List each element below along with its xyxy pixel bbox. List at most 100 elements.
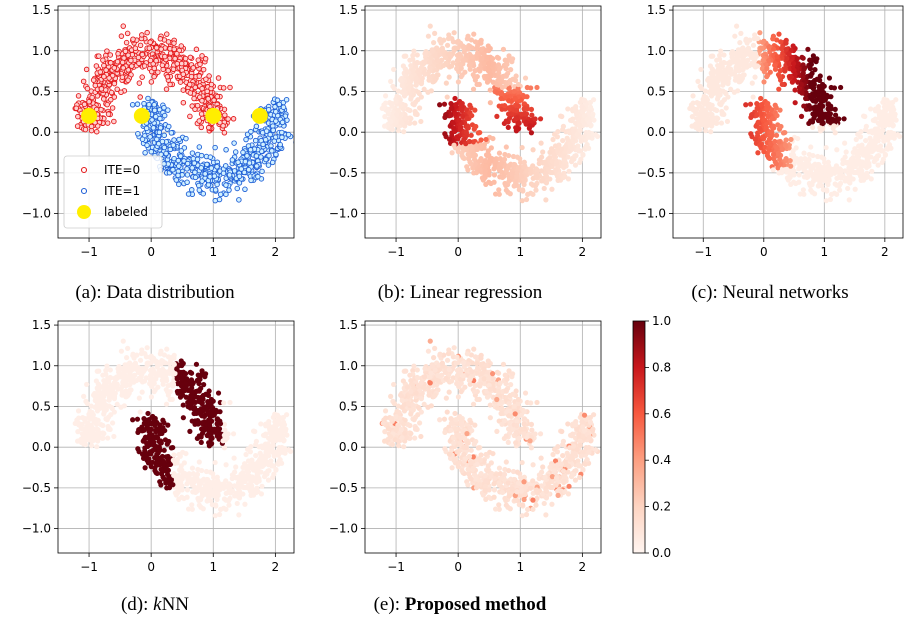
- point-ite1: [198, 152, 205, 159]
- point: [701, 111, 707, 118]
- point: [566, 168, 572, 174]
- panel-c: −1 0 1 2−1.0−0.50.00.51.01.5(c): Neural net…: [637, 3, 904, 303]
- point-ite1: [184, 160, 191, 167]
- point: [404, 69, 410, 75]
- point: [738, 30, 744, 36]
- point-ite0: [180, 87, 187, 93]
- point: [245, 458, 252, 464]
- point: [474, 81, 480, 88]
- point-ite1: [148, 148, 155, 155]
- point: [208, 480, 214, 486]
- point-ite1: [194, 156, 201, 163]
- point: [774, 37, 780, 43]
- point: [183, 450, 189, 457]
- point-ite1: [146, 101, 152, 108]
- point: [161, 352, 168, 358]
- point: [893, 117, 899, 123]
- point-ite1: [280, 104, 287, 111]
- point-ite1: [279, 129, 285, 136]
- point: [770, 46, 777, 52]
- point: [764, 102, 770, 108]
- axes-frame-c: [672, 5, 904, 239]
- point: [803, 160, 809, 166]
- point: [706, 82, 712, 89]
- point: [783, 40, 789, 46]
- point: [498, 160, 504, 166]
- point: [461, 136, 467, 142]
- point: [858, 128, 864, 135]
- point-ite0: [125, 52, 131, 58]
- point: [125, 345, 131, 351]
- point-ite0: [165, 67, 171, 74]
- point: [879, 159, 885, 166]
- point: [756, 125, 762, 131]
- point: [889, 119, 895, 125]
- point: [163, 401, 170, 407]
- point-ite0: [137, 42, 144, 49]
- point-ite1: [259, 168, 265, 175]
- point: [591, 97, 597, 103]
- point-ite0: [220, 85, 227, 91]
- point-ite1: [254, 163, 260, 169]
- point: [800, 187, 806, 193]
- point: [211, 412, 217, 418]
- point: [532, 116, 538, 122]
- point-ite1: [176, 181, 182, 188]
- point-ite0: [104, 48, 110, 54]
- point-ite0: [81, 101, 88, 108]
- point: [498, 95, 504, 102]
- point: [749, 60, 755, 66]
- point: [472, 39, 479, 45]
- point-ite0: [227, 84, 233, 91]
- point: [196, 459, 202, 465]
- point: [236, 512, 242, 518]
- point: [207, 469, 213, 475]
- point-ite0: [83, 66, 90, 73]
- point: [716, 52, 723, 59]
- point: [189, 502, 195, 508]
- point-ite1: [262, 137, 269, 143]
- point-ite0: [187, 54, 194, 61]
- point: [879, 123, 885, 129]
- point-ite1: [214, 181, 220, 188]
- point: [442, 131, 448, 137]
- point: [587, 104, 594, 110]
- point-ite1: [171, 137, 177, 143]
- point: [788, 181, 794, 187]
- point: [519, 198, 525, 204]
- point: [465, 151, 471, 158]
- point-ite0: [159, 62, 166, 69]
- point: [823, 187, 830, 193]
- point: [591, 117, 597, 123]
- point: [756, 120, 762, 126]
- point: [754, 105, 760, 111]
- point: [118, 348, 125, 354]
- legend-label: labeled: [104, 205, 148, 219]
- point: [772, 66, 779, 72]
- point-ite0: [93, 128, 100, 135]
- point: [105, 435, 111, 441]
- point: [415, 89, 422, 96]
- point: [144, 457, 150, 463]
- point: [852, 186, 858, 192]
- point: [185, 506, 192, 512]
- point: [884, 113, 890, 119]
- point: [810, 178, 817, 184]
- point-ite1: [238, 166, 245, 172]
- point: [132, 372, 138, 378]
- point-ite1: [199, 178, 205, 184]
- point: [165, 354, 172, 360]
- point-ite1: [157, 115, 163, 122]
- point: [709, 115, 715, 121]
- point: [125, 382, 131, 388]
- point: [832, 130, 838, 136]
- point-ite1: [161, 144, 168, 151]
- point: [408, 96, 414, 102]
- point: [242, 501, 248, 507]
- point: [875, 162, 881, 168]
- point: [842, 168, 848, 174]
- point: [203, 371, 209, 377]
- point: [391, 85, 398, 92]
- point: [528, 130, 535, 136]
- point: [407, 57, 413, 63]
